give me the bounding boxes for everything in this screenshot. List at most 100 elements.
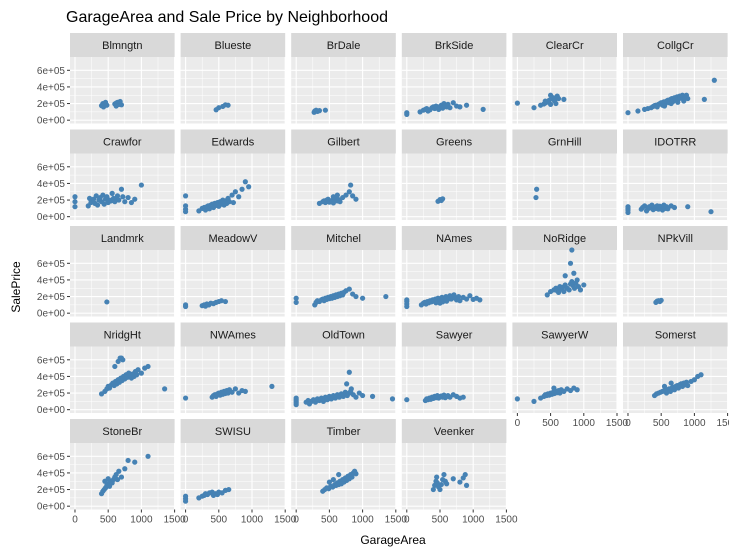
y-tick-label: 0e+00 — [37, 309, 66, 320]
facet-panel-background — [401, 153, 507, 220]
facet-panel-background — [623, 250, 728, 317]
facet-label: NWAmes — [210, 330, 257, 342]
data-point — [434, 480, 440, 486]
y-tick-label: 4e+05 — [37, 275, 66, 286]
data-point — [430, 486, 436, 493]
facet-panel-background — [291, 153, 396, 220]
facet-names: NAmes — [401, 226, 507, 317]
data-point — [112, 363, 118, 370]
data-point — [346, 189, 352, 195]
facet-brdale: BrDale — [291, 33, 397, 124]
data-point — [544, 292, 550, 298]
x-tick-label: 0 — [515, 418, 521, 429]
data-point — [138, 370, 144, 376]
facet-panel-background — [401, 346, 507, 413]
facet-label: NAmes — [436, 233, 473, 245]
x-tick-label: 0 — [183, 515, 189, 526]
data-point — [389, 396, 396, 402]
data-point — [116, 100, 122, 107]
facet-panel-background — [623, 57, 728, 124]
data-point — [135, 367, 141, 373]
y-tick-label: 4e+05 — [37, 82, 66, 93]
data-point — [269, 383, 275, 389]
facet-strip — [70, 129, 175, 154]
data-point — [316, 108, 323, 114]
data-point — [225, 102, 231, 108]
data-point — [691, 377, 697, 383]
data-point — [514, 396, 520, 402]
facet-strip — [512, 33, 617, 57]
data-point — [555, 95, 562, 102]
x-tick-label: 500 — [210, 515, 227, 526]
data-point — [625, 204, 631, 210]
facet-strip — [70, 33, 175, 57]
x-tick-label: 500 — [321, 515, 338, 526]
facet-strip — [512, 226, 617, 250]
facet-panel-background — [401, 443, 507, 510]
data-point — [551, 385, 557, 391]
data-point — [569, 278, 575, 285]
data-point — [685, 204, 691, 210]
y-tick-label: 2e+05 — [37, 485, 66, 496]
data-point — [574, 387, 580, 393]
data-point — [246, 184, 252, 190]
facet-strip — [623, 33, 728, 57]
data-point — [114, 193, 121, 199]
x-tick-label: 1000 — [130, 515, 153, 526]
facet-strip — [512, 322, 617, 347]
data-point — [93, 193, 99, 199]
facet-strip — [291, 322, 396, 347]
data-point — [463, 102, 470, 108]
facet-label: Veenker — [434, 426, 475, 438]
data-point — [353, 471, 359, 477]
y-axis-title: SalePrice — [9, 261, 23, 313]
data-point — [293, 295, 299, 301]
x-tick-label: 0 — [72, 515, 78, 526]
data-point — [463, 482, 470, 488]
facet-veenker: Veenker 0 500 1000 1500 — [401, 419, 518, 526]
facet-strip — [623, 322, 728, 347]
data-point — [336, 471, 342, 478]
data-point — [350, 193, 356, 199]
data-point — [708, 209, 714, 215]
data-point — [349, 474, 355, 480]
data-point — [437, 300, 443, 306]
data-point — [182, 302, 189, 308]
y-tick-label: 4e+05 — [37, 372, 66, 383]
data-point — [226, 199, 233, 205]
facet-sawyerw: SawyerW 0 500 1000 1500 — [512, 322, 629, 429]
facet-label: GrnHill — [548, 137, 582, 149]
data-point — [438, 481, 444, 488]
y-tick-label: 0e+00 — [37, 405, 66, 416]
facet-panel-background — [623, 346, 728, 413]
data-point — [109, 190, 115, 196]
x-tick-label: 1000 — [241, 515, 264, 526]
data-point — [571, 270, 577, 276]
facet-panel-background — [180, 346, 286, 413]
facet-strip — [401, 226, 507, 250]
facet-mitchel: Mitchel — [291, 226, 397, 317]
facet-label: SawyerW — [541, 330, 589, 342]
x-tick-label: 500 — [542, 418, 559, 429]
facet-label: Edwards — [212, 137, 255, 149]
data-point — [132, 196, 138, 202]
data-point — [125, 194, 131, 201]
data-point — [542, 98, 548, 104]
facet-strip — [180, 322, 286, 347]
facet-strip — [401, 33, 507, 57]
data-point — [359, 392, 366, 399]
facet-landmrk: Landmrk 0e+00 2e+05 4e+05 6e+05 — [37, 226, 176, 320]
data-point — [182, 193, 189, 199]
data-point — [531, 398, 537, 404]
facet-label: SWISU — [215, 426, 251, 438]
data-point — [711, 77, 717, 83]
facet-panel-background — [180, 57, 286, 124]
facet-label: MeadowV — [208, 233, 258, 245]
facet-panel-background — [512, 153, 617, 220]
data-point — [571, 285, 578, 291]
data-point — [562, 273, 568, 279]
data-point — [434, 474, 440, 480]
x-tick-label: 1000 — [462, 515, 485, 526]
facet-label: Gilbert — [327, 137, 359, 149]
facet-gilbert: Gilbert — [291, 129, 397, 220]
